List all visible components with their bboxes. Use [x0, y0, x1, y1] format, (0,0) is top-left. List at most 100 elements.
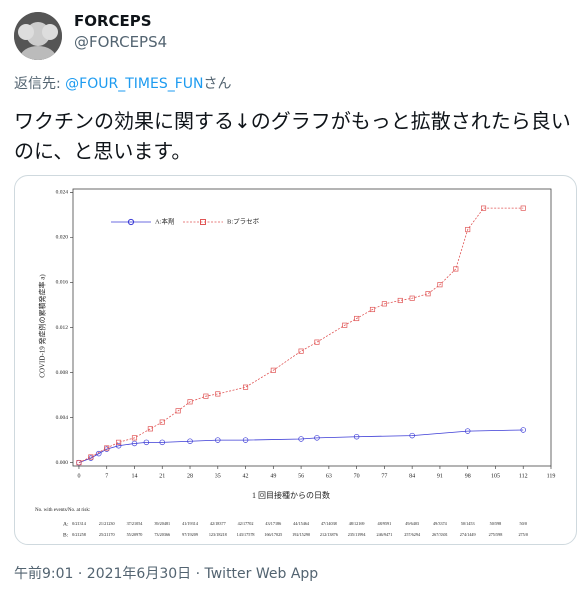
- reply-prefix: 返信先:: [14, 76, 66, 92]
- point: [381, 301, 387, 307]
- reply-suffix: さん: [203, 76, 232, 92]
- point: [131, 440, 138, 447]
- risk-cell: 73/20366: [154, 532, 170, 537]
- x-tick-label: 91: [437, 473, 443, 479]
- risk-cell: 275/598: [489, 532, 503, 537]
- point: [88, 454, 94, 460]
- legend-marker: [127, 218, 135, 226]
- x-tick-label: 84: [409, 473, 415, 479]
- point: [76, 460, 82, 466]
- x-tick-label: 28: [187, 473, 193, 479]
- risk-cell: 42/18377: [210, 521, 226, 526]
- point: [203, 393, 209, 399]
- display-name[interactable]: FORCEPS: [74, 12, 152, 30]
- x-tick-label: 14: [131, 473, 137, 479]
- risk-table-title: No. with events/No. at risk:: [35, 508, 90, 513]
- risk-cell: 42/17702: [238, 521, 254, 526]
- x-tick-label: 63: [326, 473, 332, 479]
- point: [354, 315, 360, 322]
- point: [481, 205, 487, 211]
- risk-cell: 50/598: [490, 521, 502, 526]
- series-line: [78, 207, 524, 463]
- point: [242, 437, 249, 443]
- point: [104, 445, 110, 451]
- avatar[interactable]: [14, 12, 62, 60]
- point: [520, 205, 526, 211]
- risk-cell: 50/0: [520, 521, 527, 526]
- timestamp[interactable]: 午前9:01 · 2021年6月30日 · Twitter Web App: [14, 566, 319, 582]
- point: [143, 439, 150, 446]
- risk-cell: 274/1449: [460, 532, 476, 537]
- risk-row-label: B:: [63, 532, 69, 538]
- y-tick-label: 0.016: [56, 280, 69, 286]
- point: [159, 419, 165, 425]
- point: [397, 297, 403, 304]
- risk-cell: 25/21170: [99, 532, 115, 537]
- risk-cell: 246/9471: [376, 532, 392, 537]
- point: [96, 450, 102, 457]
- y-tick-label: 0.024: [56, 190, 69, 196]
- risk-cell: 235/11994: [348, 532, 367, 537]
- risk-cell: 39/20481: [154, 521, 170, 526]
- y-tick-label: 0.000: [56, 460, 69, 466]
- y-tick-label: 0.012: [56, 325, 69, 331]
- risk-cell: 275/0: [518, 532, 528, 537]
- x-tick-label: 77: [381, 473, 387, 479]
- risk-cell: 47/14038: [321, 521, 337, 526]
- risk-cell: 0/21314: [72, 521, 87, 526]
- mention[interactable]: @FOUR_TIMES_FUN: [65, 76, 204, 92]
- y-tick-label: 0.020: [56, 235, 69, 241]
- risk-cell: 267/3301: [432, 532, 448, 537]
- risk-cell: 212/13876: [320, 532, 338, 537]
- point: [465, 226, 471, 233]
- point: [243, 384, 249, 390]
- y-tick-label: 0.008: [56, 370, 69, 376]
- risk-cell: 44/15464: [293, 521, 310, 526]
- x-tick-label: 35: [215, 473, 221, 479]
- point: [298, 436, 304, 442]
- point: [464, 428, 471, 434]
- point: [147, 426, 153, 432]
- risk-cell: 257/6294: [404, 532, 421, 537]
- risk-row-label: A:: [63, 521, 69, 527]
- series-line: [78, 429, 524, 463]
- point: [76, 459, 82, 466]
- point: [409, 432, 415, 439]
- legend-label: B:プラセボ: [227, 217, 260, 225]
- y-axis-label: COVID-19 発症例の累積発症率 a): [38, 274, 47, 378]
- risk-cell: 49/3374: [433, 521, 448, 526]
- risk-cell: 97/19209: [182, 532, 198, 537]
- x-tick-label: 49: [270, 473, 276, 479]
- handle[interactable]: @FORCEPS4: [74, 33, 168, 51]
- x-tick-label: 42: [243, 473, 249, 479]
- tweet-text: ワクチンの効果に関する↓のグラフがもっと拡散されたら良いのに、と思います。: [14, 109, 571, 163]
- risk-cell: 43/17186: [265, 521, 281, 526]
- risk-cell: 166/17025: [264, 532, 282, 537]
- risk-cell: 123/18218: [209, 532, 227, 537]
- x-tick-label: 56: [298, 473, 304, 479]
- risk-cell: 48/12169: [349, 521, 365, 526]
- point: [437, 282, 443, 288]
- risk-cell: 48/9591: [378, 521, 392, 526]
- chart: 1 回目接種からの日数 COVID-19 発症例の累積発症率 a) No. wi…: [35, 188, 555, 538]
- point: [187, 438, 193, 444]
- risk-cell: 41/19314: [182, 521, 199, 526]
- risk-cell: 0/21258: [72, 532, 86, 537]
- risk-cell: 143/17578: [237, 532, 255, 537]
- point: [369, 306, 376, 313]
- point: [270, 367, 276, 373]
- reply-to: 返信先: @FOUR_TIMES_FUNさん: [14, 73, 231, 93]
- x-axis-label: 1 回目接種からの日数: [252, 490, 330, 500]
- x-tick-label: 7: [105, 473, 108, 479]
- point: [115, 442, 122, 449]
- x-tick-label: 0: [77, 473, 80, 479]
- point: [314, 435, 320, 441]
- point: [187, 399, 193, 405]
- x-tick-label: 70: [354, 473, 360, 479]
- point: [298, 348, 304, 354]
- media[interactable]: 1 回目接種からの日数 COVID-19 発症例の累積発症率 a) No. wi…: [14, 175, 577, 545]
- point: [353, 433, 360, 440]
- point: [175, 408, 181, 414]
- legend-marker: [200, 219, 206, 225]
